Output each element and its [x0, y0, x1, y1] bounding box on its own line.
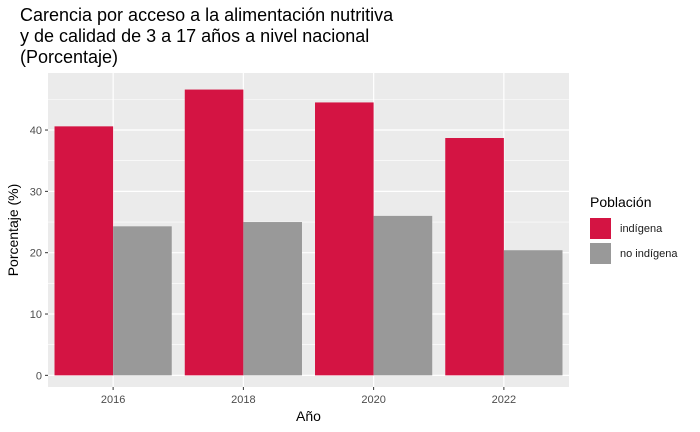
chart-title: Carencia por acceso a la alimentación nu… [20, 5, 394, 67]
y-axis: 0 10 20 30 40 [30, 125, 48, 382]
bars [54, 89, 563, 376]
legend-label: indígena [620, 222, 663, 235]
legend-label: no indígena [620, 247, 678, 260]
x-axis-label: Año [296, 408, 321, 424]
y-tick-label: 10 [30, 309, 42, 321]
x-tick-label: 2018 [231, 394, 255, 406]
legend: Población indígena no indígena [590, 194, 678, 266]
bar [184, 89, 244, 376]
y-tick-label: 30 [30, 186, 42, 198]
x-axis: 2016 2018 2020 2022 [101, 387, 516, 406]
bar [54, 126, 114, 376]
y-tick-label: 0 [36, 370, 42, 382]
legend-swatch [590, 243, 611, 264]
bar [373, 215, 433, 376]
legend-item-indigena: indígena [590, 216, 678, 241]
bar [243, 222, 302, 376]
x-tick-label: 2016 [101, 394, 125, 406]
y-tick-label: 20 [30, 248, 42, 260]
x-tick-label: 2020 [361, 394, 385, 406]
bar [445, 138, 504, 376]
legend-title: Población [590, 194, 652, 210]
bar [113, 226, 172, 376]
legend-swatch [590, 218, 611, 239]
y-tick-label: 40 [30, 125, 42, 137]
legend-item-no-indigena: no indígena [590, 241, 678, 266]
x-tick-label: 2022 [492, 394, 516, 406]
bar [503, 250, 563, 376]
y-axis-label: Porcentaje (%) [5, 184, 21, 277]
bar [315, 102, 374, 376]
